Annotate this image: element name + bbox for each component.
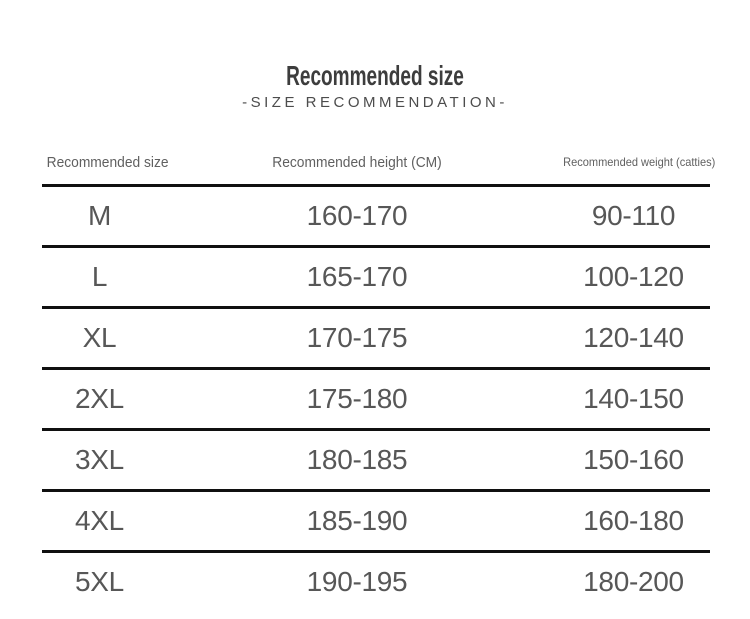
size-value: 2XL xyxy=(75,383,124,414)
height-value: 190-195 xyxy=(306,566,408,597)
size-value: XL xyxy=(82,322,117,353)
weight-value: 100-120 xyxy=(583,261,684,292)
height-value: 170-175 xyxy=(306,322,408,353)
height-value: 160-170 xyxy=(306,200,408,231)
table-row: L 165-170 100-120 xyxy=(42,248,710,309)
weight-value: 180-200 xyxy=(583,566,684,597)
table-row: 2XL 175-180 140-150 xyxy=(42,370,710,431)
table-row: XL 170-175 120-140 xyxy=(42,309,710,370)
column-header-weight: Recommended weight (catties) xyxy=(563,155,716,169)
weight-value: 120-140 xyxy=(583,322,684,353)
size-value: L xyxy=(91,261,108,292)
height-value: 185-190 xyxy=(306,505,408,536)
table-row: 4XL 185-190 160-180 xyxy=(42,492,710,553)
table-row: 5XL 190-195 180-200 xyxy=(42,553,710,611)
table-header-row: Recommended size Recommended height (CM)… xyxy=(42,140,716,187)
weight-value: 150-160 xyxy=(583,444,684,475)
page-title: Recommended size xyxy=(286,60,464,91)
column-header-height: Recommended height (CM) xyxy=(272,153,442,171)
size-value: M xyxy=(87,200,112,231)
page-subtitle: -SIZE RECOMMENDATION- xyxy=(242,94,508,111)
table-row: 3XL 180-185 150-160 xyxy=(42,431,710,492)
height-value: 165-170 xyxy=(306,261,408,292)
height-value: 180-185 xyxy=(306,444,408,475)
size-value: 3XL xyxy=(75,444,124,475)
weight-value: 140-150 xyxy=(583,383,684,414)
size-value: 4XL xyxy=(75,505,124,536)
size-value: 5XL xyxy=(75,566,124,597)
table-row: M 160-170 90-110 xyxy=(42,187,710,248)
height-value: 175-180 xyxy=(306,383,408,414)
column-header-size: Recommended size xyxy=(46,153,169,171)
weight-value: 90-110 xyxy=(591,200,676,231)
size-table: Recommended size Recommended height (CM)… xyxy=(42,140,716,611)
weight-value: 160-180 xyxy=(583,505,684,536)
